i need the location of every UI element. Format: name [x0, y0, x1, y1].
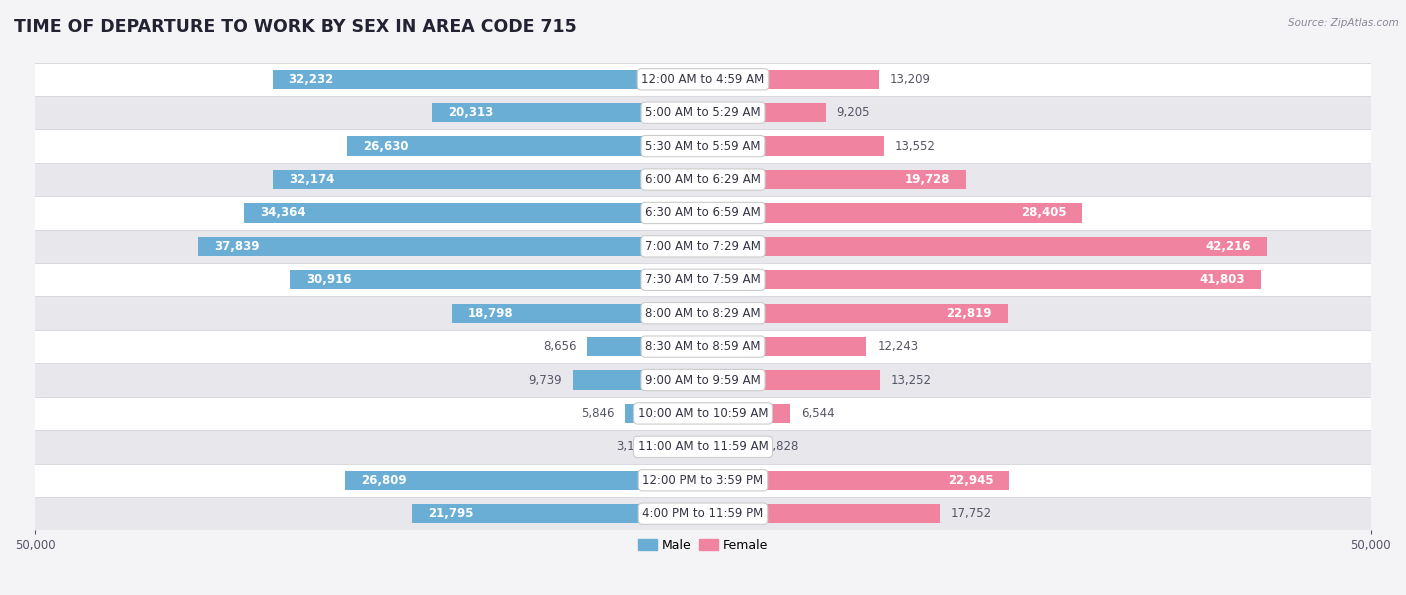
Bar [412, 504, 703, 524]
Text: 32,174: 32,174 [290, 173, 335, 186]
Text: 7:30 AM to 7:59 AM: 7:30 AM to 7:59 AM [645, 273, 761, 286]
Text: 12:00 AM to 4:59 AM: 12:00 AM to 4:59 AM [641, 73, 765, 86]
Text: 11:00 AM to 11:59 AM: 11:00 AM to 11:59 AM [638, 440, 768, 453]
Text: 8:30 AM to 8:59 AM: 8:30 AM to 8:59 AM [645, 340, 761, 353]
Text: 6,544: 6,544 [801, 407, 835, 420]
Text: 12,243: 12,243 [877, 340, 918, 353]
Text: 13,209: 13,209 [890, 73, 931, 86]
Text: 5:00 AM to 5:29 AM: 5:00 AM to 5:29 AM [645, 107, 761, 119]
Bar [35, 96, 1371, 130]
Text: 32,232: 32,232 [288, 73, 333, 86]
Bar [35, 464, 1371, 497]
Bar [624, 404, 703, 423]
Bar [703, 270, 1261, 290]
Text: 5:30 AM to 5:59 AM: 5:30 AM to 5:59 AM [645, 140, 761, 153]
Bar [703, 237, 1267, 256]
Bar [35, 430, 1371, 464]
Bar [35, 364, 1371, 397]
Bar [347, 136, 703, 156]
Text: 10:00 AM to 10:59 AM: 10:00 AM to 10:59 AM [638, 407, 768, 420]
Text: 17,752: 17,752 [950, 507, 991, 520]
Text: 22,945: 22,945 [948, 474, 994, 487]
Bar [451, 303, 703, 323]
Bar [198, 237, 703, 256]
Bar [703, 337, 866, 356]
Bar [703, 103, 825, 123]
Bar [35, 497, 1371, 530]
Text: 22,819: 22,819 [946, 306, 991, 320]
Text: 26,809: 26,809 [361, 474, 406, 487]
Text: 13,252: 13,252 [890, 374, 932, 387]
Bar [290, 270, 703, 290]
Text: 9:00 AM to 9:59 AM: 9:00 AM to 9:59 AM [645, 374, 761, 387]
Bar [35, 62, 1371, 96]
Bar [703, 404, 790, 423]
Bar [703, 303, 1008, 323]
Bar [344, 471, 703, 490]
Text: 34,364: 34,364 [260, 206, 305, 220]
Bar [703, 70, 879, 89]
Bar [35, 196, 1371, 230]
Bar [432, 103, 703, 123]
Bar [35, 130, 1371, 163]
Bar [703, 471, 1010, 490]
Text: 37,839: 37,839 [214, 240, 259, 253]
Bar [35, 263, 1371, 296]
Text: 8:00 AM to 8:29 AM: 8:00 AM to 8:29 AM [645, 306, 761, 320]
Bar [273, 70, 703, 89]
Text: 3,828: 3,828 [765, 440, 799, 453]
Text: 13,552: 13,552 [894, 140, 935, 153]
Text: 8,656: 8,656 [543, 340, 576, 353]
Bar [703, 170, 966, 189]
Text: 6:00 AM to 6:29 AM: 6:00 AM to 6:29 AM [645, 173, 761, 186]
Text: 3,171: 3,171 [616, 440, 650, 453]
Bar [574, 370, 703, 390]
Text: 4:00 PM to 11:59 PM: 4:00 PM to 11:59 PM [643, 507, 763, 520]
Text: 26,630: 26,630 [363, 140, 409, 153]
Bar [703, 203, 1083, 223]
Bar [35, 330, 1371, 364]
Text: 41,803: 41,803 [1199, 273, 1246, 286]
Bar [273, 170, 703, 189]
Bar [35, 163, 1371, 196]
Text: 42,216: 42,216 [1205, 240, 1251, 253]
Bar [588, 337, 703, 356]
Bar [35, 397, 1371, 430]
Bar [703, 370, 880, 390]
Bar [703, 437, 754, 456]
Bar [35, 296, 1371, 330]
Bar [703, 136, 884, 156]
Text: 28,405: 28,405 [1021, 206, 1066, 220]
Text: TIME OF DEPARTURE TO WORK BY SEX IN AREA CODE 715: TIME OF DEPARTURE TO WORK BY SEX IN AREA… [14, 18, 576, 36]
Legend: Male, Female: Male, Female [633, 534, 773, 557]
Text: 7:00 AM to 7:29 AM: 7:00 AM to 7:29 AM [645, 240, 761, 253]
Bar [35, 230, 1371, 263]
Text: 9,739: 9,739 [529, 374, 562, 387]
Text: 6:30 AM to 6:59 AM: 6:30 AM to 6:59 AM [645, 206, 761, 220]
Text: 30,916: 30,916 [307, 273, 352, 286]
Bar [703, 504, 941, 524]
Text: 5,846: 5,846 [581, 407, 614, 420]
Text: Source: ZipAtlas.com: Source: ZipAtlas.com [1288, 18, 1399, 28]
Bar [245, 203, 703, 223]
Text: 9,205: 9,205 [837, 107, 870, 119]
Bar [661, 437, 703, 456]
Text: 20,313: 20,313 [447, 107, 494, 119]
Text: 21,795: 21,795 [427, 507, 474, 520]
Text: 12:00 PM to 3:59 PM: 12:00 PM to 3:59 PM [643, 474, 763, 487]
Text: 19,728: 19,728 [905, 173, 950, 186]
Text: 18,798: 18,798 [468, 306, 513, 320]
